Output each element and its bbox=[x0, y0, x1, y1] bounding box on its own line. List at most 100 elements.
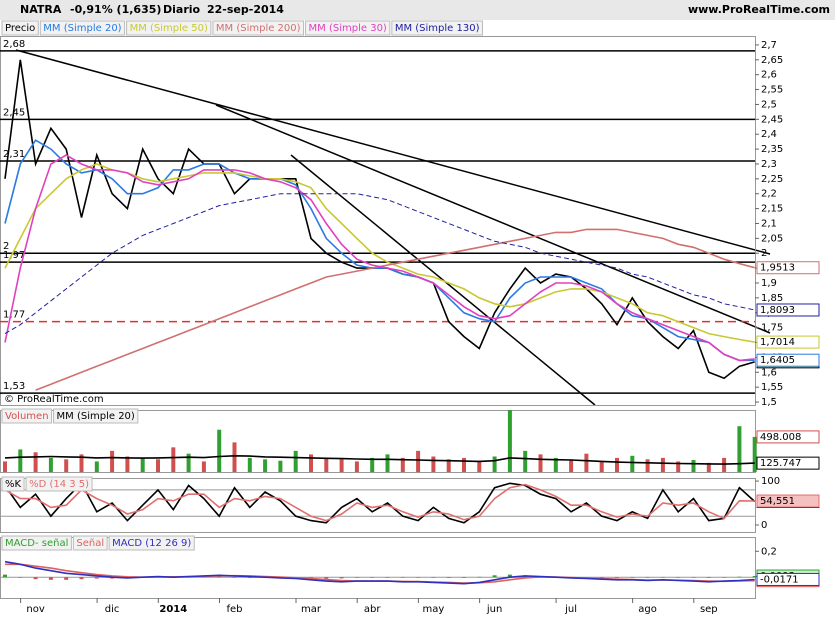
bar bbox=[370, 577, 375, 578]
y-tick-label: 2,55 bbox=[761, 85, 783, 96]
value-label-box bbox=[756, 456, 820, 470]
legend-entry: MM (Simple 50) bbox=[130, 23, 208, 34]
bar bbox=[752, 576, 757, 578]
series-line bbox=[4, 483, 755, 522]
y-tick-label: 2,1 bbox=[761, 218, 777, 229]
bar bbox=[94, 461, 99, 472]
y-tick-label: 1,6 bbox=[761, 367, 777, 378]
copyright: © ProRealTime.com bbox=[4, 394, 104, 405]
y-tick-label: 2,2 bbox=[761, 189, 777, 200]
y-tick-label: 2,6 bbox=[761, 70, 777, 81]
bar bbox=[737, 576, 742, 578]
bar bbox=[462, 577, 466, 578]
series-line bbox=[4, 454, 755, 465]
bar bbox=[676, 461, 681, 472]
bar bbox=[691, 460, 696, 472]
x-tick-label: may bbox=[423, 604, 445, 615]
bar bbox=[247, 457, 252, 472]
bar bbox=[538, 454, 543, 472]
x-tick-label: jul bbox=[564, 604, 577, 615]
value-label-box bbox=[756, 494, 820, 508]
bar bbox=[691, 577, 696, 578]
panel-frame bbox=[0, 537, 756, 599]
bar bbox=[431, 577, 436, 578]
y-tick-label: 2,25 bbox=[761, 174, 783, 185]
series-line bbox=[4, 139, 755, 362]
y-tick-label: 1,9 bbox=[761, 278, 777, 289]
bar bbox=[645, 459, 650, 472]
bar bbox=[400, 457, 405, 472]
legend-entry: MACD- señal bbox=[5, 538, 68, 549]
value-label: 498.008 bbox=[760, 432, 801, 443]
bar bbox=[354, 461, 359, 472]
x-tick-label: nov bbox=[26, 604, 44, 615]
bar bbox=[79, 454, 84, 472]
bar bbox=[79, 577, 84, 580]
bar bbox=[140, 457, 145, 472]
legend-box bbox=[25, 476, 93, 492]
legend-entry: Precio bbox=[5, 23, 35, 34]
y-tick-label: 1,75 bbox=[761, 323, 783, 334]
bar bbox=[110, 450, 115, 472]
x-tick-label: mar bbox=[301, 604, 322, 615]
y-tick-label: 0,2 bbox=[761, 546, 777, 557]
bar bbox=[584, 453, 589, 472]
bar bbox=[3, 574, 7, 578]
value-label: 1,9513 bbox=[760, 263, 795, 274]
legend-box bbox=[1, 20, 39, 36]
bar bbox=[18, 577, 23, 578]
level-label: 1,77 bbox=[3, 310, 25, 321]
bar bbox=[492, 456, 497, 472]
bar bbox=[232, 442, 237, 472]
x-tick-label: feb bbox=[226, 604, 242, 615]
bar bbox=[615, 577, 619, 578]
bar bbox=[523, 450, 528, 472]
bar bbox=[660, 577, 665, 578]
legend-entry: MM (Simple 200) bbox=[216, 23, 301, 34]
bar bbox=[217, 576, 222, 578]
bar bbox=[416, 577, 421, 578]
bar bbox=[324, 457, 329, 472]
date: 22-sep-2014 bbox=[207, 3, 284, 16]
bar bbox=[339, 577, 344, 579]
bar bbox=[247, 577, 252, 578]
value-label: 1,7014 bbox=[760, 337, 795, 348]
y-tick-label: 2 bbox=[761, 248, 767, 259]
value-label-box bbox=[756, 430, 820, 444]
legend-box bbox=[72, 535, 108, 551]
legend-entry: MACD (12 26 9) bbox=[112, 538, 191, 549]
bar bbox=[232, 577, 237, 578]
series-line bbox=[4, 193, 755, 335]
level-label: 1,97 bbox=[3, 250, 25, 261]
y-tick-label: 1,5 bbox=[761, 397, 777, 408]
bar bbox=[507, 574, 512, 578]
bar bbox=[3, 461, 7, 472]
x-tick-label: abr bbox=[364, 604, 381, 615]
bar bbox=[33, 452, 38, 472]
bar bbox=[385, 454, 390, 472]
legend-box bbox=[1, 535, 72, 551]
bar bbox=[64, 459, 69, 472]
bar bbox=[553, 457, 558, 472]
x-tick-label: jun bbox=[486, 604, 502, 615]
bar bbox=[400, 577, 405, 578]
value-label: -0,0171 bbox=[760, 574, 799, 585]
legend-entry: MM (Simple 30) bbox=[309, 23, 387, 34]
bar bbox=[630, 577, 635, 578]
bar bbox=[94, 577, 99, 579]
legend-entry: %D (14 3 5) bbox=[29, 479, 89, 490]
bar bbox=[630, 455, 635, 472]
legend-box bbox=[212, 20, 305, 36]
level-label: 2,31 bbox=[3, 149, 25, 160]
y-tick-label: 100 bbox=[761, 476, 780, 487]
series-line bbox=[4, 481, 756, 524]
value-label-box bbox=[756, 303, 820, 317]
y-tick-label: 1,85 bbox=[761, 293, 783, 304]
legend-entry: %K bbox=[5, 479, 22, 490]
bar bbox=[18, 449, 23, 472]
y-tick-label: 2,65 bbox=[761, 55, 783, 66]
bar bbox=[722, 457, 727, 472]
panel-frame bbox=[0, 478, 756, 533]
bar bbox=[186, 453, 191, 472]
